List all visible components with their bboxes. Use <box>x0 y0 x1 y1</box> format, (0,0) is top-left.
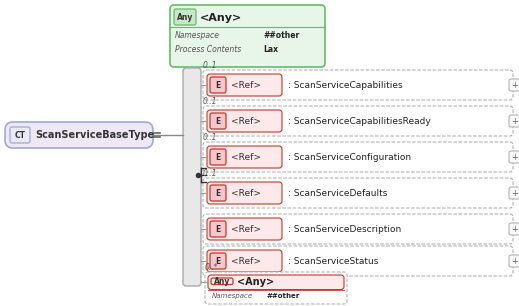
Text: Any: Any <box>177 13 193 21</box>
Text: +: + <box>512 256 518 266</box>
Text: : ScanServiceDescription: : ScanServiceDescription <box>288 225 401 233</box>
Text: E: E <box>215 188 221 197</box>
FancyBboxPatch shape <box>203 214 513 244</box>
Text: Process Contents: Process Contents <box>175 44 241 54</box>
FancyBboxPatch shape <box>210 253 226 269</box>
Text: E: E <box>215 225 221 233</box>
FancyBboxPatch shape <box>174 9 196 25</box>
Text: : ScanServiceDefaults: : ScanServiceDefaults <box>288 188 387 197</box>
FancyBboxPatch shape <box>205 272 347 304</box>
Text: 0..1: 0..1 <box>203 61 217 70</box>
FancyBboxPatch shape <box>203 106 513 136</box>
FancyBboxPatch shape <box>5 122 153 148</box>
Text: <Ref>: <Ref> <box>231 117 261 125</box>
Text: +: + <box>512 188 518 197</box>
FancyBboxPatch shape <box>207 74 282 96</box>
FancyBboxPatch shape <box>210 221 226 237</box>
Text: : ScanServiceConfiguration: : ScanServiceConfiguration <box>288 152 411 162</box>
FancyBboxPatch shape <box>509 115 519 127</box>
Text: +: + <box>512 80 518 89</box>
Text: : ScanServiceStatus: : ScanServiceStatus <box>288 256 378 266</box>
FancyBboxPatch shape <box>210 113 226 129</box>
FancyBboxPatch shape <box>509 255 519 267</box>
FancyBboxPatch shape <box>211 278 233 285</box>
Text: <Any>: <Any> <box>200 13 242 23</box>
Text: <Ref>: <Ref> <box>231 80 261 89</box>
FancyBboxPatch shape <box>208 275 344 289</box>
FancyBboxPatch shape <box>207 110 282 132</box>
Text: : ScanServiceCapabilities: : ScanServiceCapabilities <box>288 80 403 89</box>
FancyBboxPatch shape <box>210 185 226 201</box>
Text: Namespace: Namespace <box>212 293 253 299</box>
Text: 0..1: 0..1 <box>203 169 217 178</box>
FancyBboxPatch shape <box>207 250 282 272</box>
Text: <Any>: <Any> <box>237 277 274 287</box>
FancyBboxPatch shape <box>183 68 201 286</box>
FancyBboxPatch shape <box>203 178 513 208</box>
Text: E: E <box>215 117 221 125</box>
Text: E: E <box>215 152 221 162</box>
Text: Any: Any <box>214 277 230 286</box>
FancyBboxPatch shape <box>10 127 30 143</box>
Text: Lax: Lax <box>263 44 278 54</box>
Text: : ScanServiceCapabilitiesReady: : ScanServiceCapabilitiesReady <box>288 117 431 125</box>
FancyBboxPatch shape <box>509 79 519 91</box>
FancyBboxPatch shape <box>210 77 226 93</box>
Text: ##other: ##other <box>267 293 301 299</box>
FancyBboxPatch shape <box>203 142 513 172</box>
FancyBboxPatch shape <box>207 182 282 204</box>
FancyBboxPatch shape <box>207 218 282 240</box>
FancyBboxPatch shape <box>203 246 513 276</box>
Text: <Ref>: <Ref> <box>231 256 261 266</box>
FancyBboxPatch shape <box>203 70 513 100</box>
Text: +: + <box>512 152 518 162</box>
FancyBboxPatch shape <box>509 151 519 163</box>
Text: +: + <box>512 117 518 125</box>
Text: 0..1: 0..1 <box>203 97 217 106</box>
Text: 0..*: 0..* <box>205 263 218 272</box>
Text: +: + <box>512 225 518 233</box>
FancyBboxPatch shape <box>509 223 519 235</box>
Text: E: E <box>215 80 221 89</box>
Text: 0..1: 0..1 <box>203 133 217 142</box>
FancyBboxPatch shape <box>210 149 226 165</box>
Text: ##other: ##other <box>263 31 299 39</box>
FancyBboxPatch shape <box>207 146 282 168</box>
Text: <Ref>: <Ref> <box>231 152 261 162</box>
FancyBboxPatch shape <box>509 187 519 199</box>
Text: E: E <box>215 256 221 266</box>
Text: CT: CT <box>15 130 25 140</box>
Text: ScanServiceBaseType: ScanServiceBaseType <box>35 130 154 140</box>
FancyBboxPatch shape <box>170 5 325 67</box>
Text: Namespace: Namespace <box>175 31 220 39</box>
Text: <Ref>: <Ref> <box>231 188 261 197</box>
Text: <Ref>: <Ref> <box>231 225 261 233</box>
